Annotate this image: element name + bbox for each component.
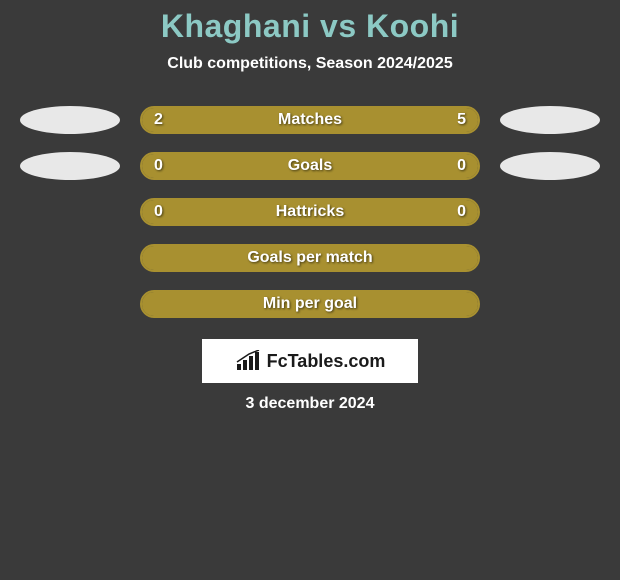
team-badge-left [20,152,120,180]
subtitle: Club competitions, Season 2024/2025 [0,55,620,73]
stat-row: 2Matches5 [0,103,620,137]
stat-bar: Goals per match [140,244,480,272]
stat-row: Min per goal [0,287,620,321]
stat-value-right: 5 [457,108,466,132]
stat-value-right: 0 [457,200,466,224]
team-badge-right [500,106,600,134]
stat-bar: 2Matches5 [140,106,480,134]
logo-text: FcTables.com [267,351,386,372]
stat-label: Matches [142,108,478,132]
stat-label: Goals [142,154,478,178]
stat-bar: Min per goal [140,290,480,318]
stat-row: 0Goals0 [0,149,620,183]
stat-bar: 0Hattricks0 [140,198,480,226]
page-title: Khaghani vs Koohi [0,8,620,45]
stat-label: Goals per match [142,246,478,270]
logo-box[interactable]: FcTables.com [202,339,418,383]
comparison-bars: 2Matches50Goals00Hattricks0Goals per mat… [0,103,620,321]
date-label: 3 december 2024 [0,395,620,413]
infographic-container: Khaghani vs Koohi Club competitions, Sea… [0,0,620,413]
stat-row: 0Hattricks0 [0,195,620,229]
stat-bar: 0Goals0 [140,152,480,180]
team-badge-left [20,106,120,134]
stat-row: Goals per match [0,241,620,275]
team-badge-right [500,152,600,180]
stat-value-right: 0 [457,154,466,178]
stat-label: Min per goal [142,292,478,316]
barchart-icon [235,350,261,372]
stat-label: Hattricks [142,200,478,224]
